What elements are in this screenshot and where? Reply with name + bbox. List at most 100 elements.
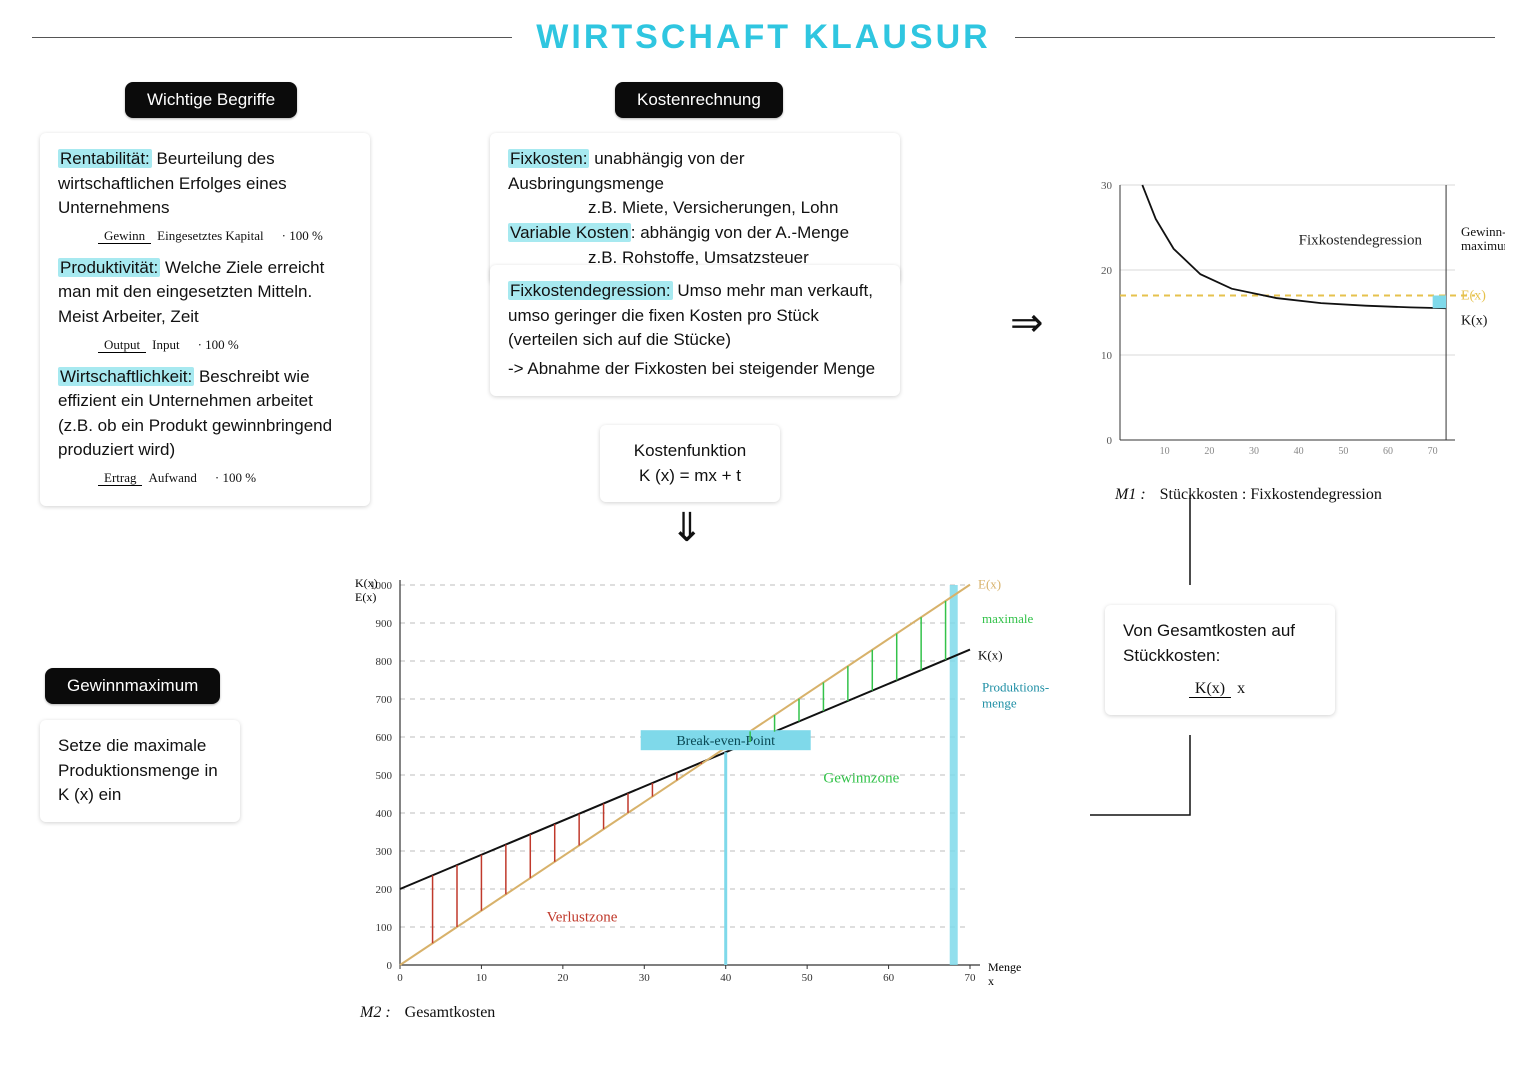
svg-text:10: 10 (1160, 446, 1170, 457)
connector-m1-stk (1150, 495, 1250, 825)
svg-text:400: 400 (376, 808, 393, 820)
svg-text:K(x): K(x) (978, 648, 1003, 663)
prod-num: Output (98, 337, 146, 353)
pill-kosten: Kostenrechnung (615, 82, 783, 118)
fix-term: Fixkosten: (508, 149, 589, 168)
svg-text:maximum: maximum (1461, 238, 1505, 253)
svg-text:60: 60 (1383, 446, 1393, 457)
svg-text:50: 50 (802, 972, 814, 984)
rent-formula: GewinnEingesetztes Kapital · 100 % (98, 227, 352, 246)
m2-caption: M2 : Gesamtkosten (360, 1004, 1070, 1022)
card-gewinnmax: Setze die maximale Produktionsmenge in K… (40, 720, 240, 822)
title-rule-left (32, 37, 512, 38)
svg-text:70: 70 (965, 972, 977, 984)
page-title: WIRTSCHAFT KLAUSUR (536, 18, 990, 57)
var-def: : abhängig von der A.-Menge (631, 223, 849, 242)
pill-kosten-wrap: Kostenrechnung (615, 82, 783, 118)
rent-den: Eingesetztes Kapital (151, 228, 270, 243)
svg-text:E(x): E(x) (355, 590, 376, 604)
svg-text:20: 20 (1101, 265, 1113, 277)
m1-cap-a: M1 : (1115, 486, 1146, 503)
var-line: Variable Kosten: abhängig von der A.-Men… (508, 221, 882, 246)
gewinnmax-text: Setze die maximale Produktionsmenge in K… (58, 736, 218, 804)
wirt-den: Aufwand (142, 470, 202, 485)
svg-text:900: 900 (376, 618, 393, 630)
wirt-tail: · 100 % (215, 469, 256, 488)
svg-text:0: 0 (397, 972, 403, 984)
wirt-num: Ertrag (98, 470, 142, 486)
svg-text:x: x (988, 974, 994, 988)
degr-line1: Fixkostendegression: Umso mehr man verka… (508, 279, 882, 353)
pill-begriffe: Wichtige Begriffe (125, 82, 297, 118)
card-degression: Fixkostendegression: Umso mehr man verka… (490, 265, 900, 396)
chart-m2-wrap: 0100200300400500600700800900100001020304… (330, 565, 1070, 1022)
svg-text:30: 30 (639, 972, 651, 984)
prod-block: Produktivität: Welche Ziele erreicht man… (58, 256, 352, 330)
rent-tail: · 100 % (282, 227, 323, 246)
rent-term: Rentabilität: (58, 149, 152, 168)
kfn-l2: K (x) = mx + t (618, 464, 762, 489)
svg-text:Produktions-: Produktions- (982, 679, 1049, 694)
kfn-l1: Kostenfunktion (618, 439, 762, 464)
fix-ex: z.B. Miete, Versicherungen, Lohn (508, 196, 882, 221)
title-rule-right (1015, 37, 1495, 38)
chart-m1: 010203010203040506070Fixkostendegression… (1075, 175, 1505, 475)
prod-den: Input (146, 337, 185, 352)
pill-begriffe-wrap: Wichtige Begriffe (125, 82, 297, 118)
svg-text:10: 10 (476, 972, 488, 984)
prod-term: Produktivität: (58, 258, 160, 277)
pill-gewinn: Gewinnmaximum (45, 668, 220, 704)
prod-formula: OutputInput · 100 % (98, 336, 352, 355)
svg-text:800: 800 (376, 656, 393, 668)
degr-term: Fixkostendegression: (508, 281, 673, 300)
m2-cap-b: Gesamtkosten (405, 1004, 496, 1021)
svg-text:700: 700 (376, 694, 393, 706)
svg-text:500: 500 (376, 770, 393, 782)
svg-text:maximale: maximale (982, 611, 1033, 626)
card-kostenfunktion: Kostenfunktion K (x) = mx + t (600, 425, 780, 502)
svg-text:E(x): E(x) (1461, 289, 1486, 304)
svg-text:0: 0 (387, 960, 393, 972)
wirt-block: Wirtschaftlichkeit: Beschreibt wie effiz… (58, 365, 352, 464)
prod-tail: · 100 % (198, 336, 239, 355)
svg-text:Gewinn-: Gewinn- (1461, 224, 1505, 239)
svg-text:0: 0 (1107, 435, 1113, 447)
wirt-term: Wirtschaftlichkeit: (58, 367, 194, 386)
svg-text:70: 70 (1428, 446, 1438, 457)
svg-text:30: 30 (1249, 446, 1259, 457)
arrow-down-icon: ⇓ (670, 505, 704, 551)
svg-text:40: 40 (720, 972, 732, 984)
svg-text:60: 60 (883, 972, 895, 984)
pill-gewinn-wrap: Gewinnmaximum (45, 668, 220, 704)
svg-text:20: 20 (557, 972, 569, 984)
rent-num: Gewinn (98, 228, 151, 244)
degr-line2: -> Abnahme der Fixkosten bei steigender … (508, 357, 882, 382)
svg-text:50: 50 (1338, 446, 1348, 457)
arrow-right-icon: ⇒ (1010, 300, 1044, 346)
svg-text:Verlustzone: Verlustzone (547, 909, 618, 925)
svg-text:20: 20 (1204, 446, 1214, 457)
svg-text:K(x): K(x) (355, 576, 378, 590)
m2-cap-a: M2 : (360, 1004, 391, 1021)
rent-block: Rentabilität: Beurteilung des wirtschaft… (58, 147, 352, 221)
svg-text:E(x): E(x) (978, 577, 1001, 592)
svg-text:300: 300 (376, 846, 393, 858)
svg-text:menge: menge (982, 695, 1017, 710)
svg-text:40: 40 (1294, 446, 1304, 457)
svg-text:100: 100 (376, 922, 393, 934)
svg-text:200: 200 (376, 884, 393, 896)
svg-text:30: 30 (1101, 180, 1113, 192)
svg-text:10: 10 (1101, 350, 1113, 362)
chart-m2: 0100200300400500600700800900100001020304… (330, 565, 1070, 995)
svg-text:Menge: Menge (988, 960, 1021, 974)
svg-text:600: 600 (376, 732, 393, 744)
card-rentabilitaet: Rentabilität: Beurteilung des wirtschaft… (40, 133, 370, 506)
fix-line1: Fixkosten: unabhängig von der Ausbringun… (508, 147, 882, 196)
var-term: Variable Kosten (508, 223, 631, 242)
svg-text:Gewinnzone: Gewinnzone (823, 771, 899, 787)
wirt-formula: ErtragAufwand · 100 % (98, 469, 352, 488)
chart-m1-wrap: 010203010203040506070Fixkostendegression… (1075, 175, 1505, 504)
title-row: WIRTSCHAFT KLAUSUR (0, 0, 1527, 57)
svg-text:Break-even-Point: Break-even-Point (676, 734, 775, 749)
svg-text:K(x): K(x) (1461, 313, 1488, 328)
